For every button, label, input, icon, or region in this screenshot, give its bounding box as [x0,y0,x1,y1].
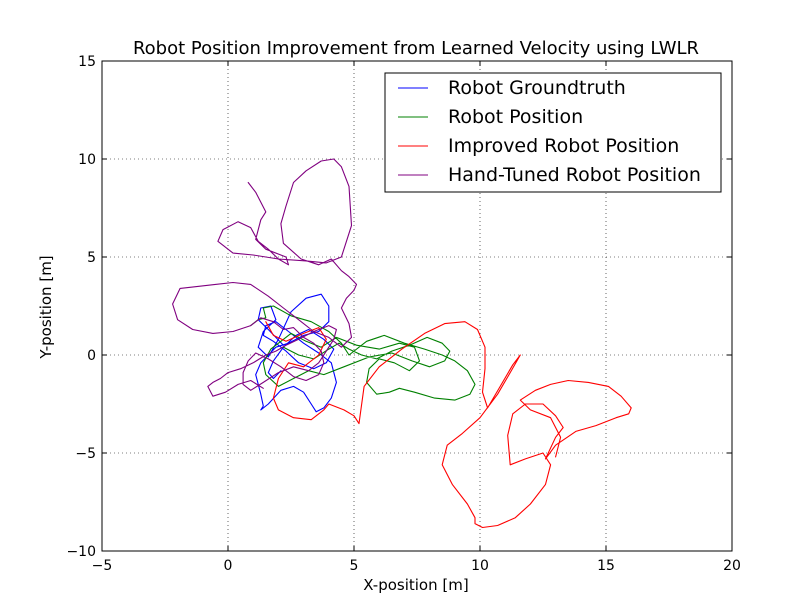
y-tick-label: 15 [78,54,96,70]
chart-title: Robot Position Improvement from Learned … [133,38,699,59]
plot-area-frame [101,60,733,552]
y-tick-label: −5 [75,446,96,462]
legend-label-improved-robot-position: Improved Robot Position [448,135,679,157]
legend-label-robot-groundtruth: Robot Groundtruth [448,77,626,99]
legend-label-robot-position: Robot Position [448,106,583,128]
series-line-robot-position [250,305,476,401]
y-tick-label: 10 [78,152,96,168]
series-line-improved-robot-position [265,321,632,529]
series-line-robot-groundtruth [255,293,337,413]
legend-box [384,72,722,193]
y-axis-label: Y-position [m] [37,255,55,359]
x-axis-label: X-position [m] [363,576,468,594]
series-line-hand-tuned-robot-position [172,158,358,397]
x-tick-label: 5 [350,558,359,574]
x-tick-label: 20 [723,558,741,574]
y-tick-label: 5 [87,250,96,266]
grid [102,61,732,551]
y-tick-label: −10 [66,544,96,560]
legend: Robot Groundtruth Robot Position Improve… [384,72,722,193]
y-tick-label: 0 [87,348,96,364]
x-tick-label: −5 [92,558,113,574]
x-tick-label: 10 [471,558,489,574]
legend-label-hand-tuned-robot-position: Hand-Tuned Robot Position [448,164,701,186]
x-tick-label: 15 [597,558,615,574]
plot-series [172,158,632,529]
x-tick-label: 0 [224,558,233,574]
